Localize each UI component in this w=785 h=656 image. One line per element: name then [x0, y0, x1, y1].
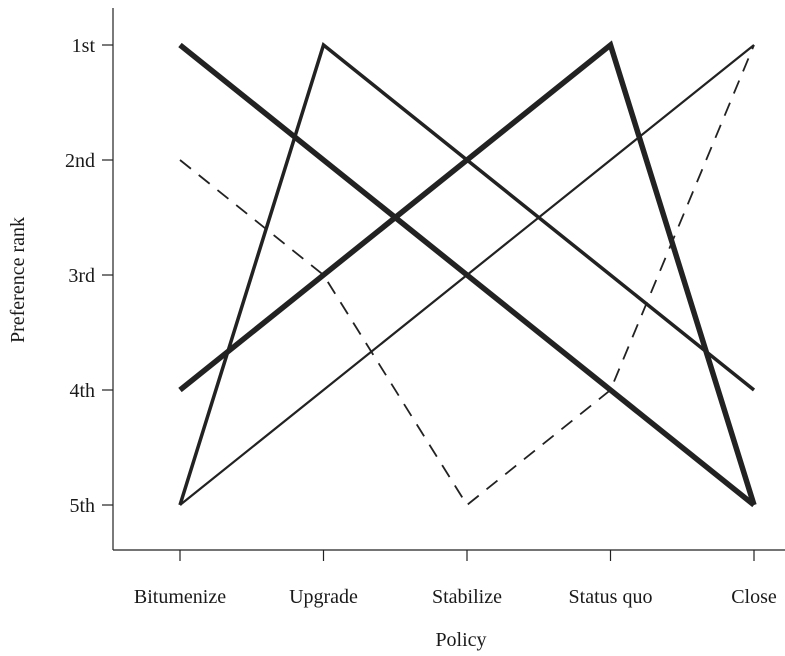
x-ticks: Bitumenize Upgrade Stabilize Status quo Clos… [134, 550, 777, 608]
series-line-4 [179, 44, 755, 506]
series-line-3 [178, 40, 757, 506]
x-axis-label: Policy [435, 629, 486, 651]
x-tick-label: Close [731, 586, 777, 608]
x-tick-label: Bitumenize [134, 586, 226, 608]
y-axis-label: Preference rank [7, 217, 29, 343]
series-line-5 [179, 44, 755, 507]
y-ticks: 1st 2nd 3rd 4th 5th [65, 35, 113, 517]
x-tick-label: Stabilize [432, 586, 502, 608]
y-tick-label: 4th [69, 380, 95, 402]
y-tick-label: 1st [72, 35, 96, 57]
y-tick-label: 2nd [65, 150, 95, 172]
y-tick-label: 3rd [68, 265, 95, 287]
y-tick-label: 5th [69, 495, 95, 517]
x-tick-label: Status quo [569, 586, 653, 608]
x-tick-label: Upgrade [289, 586, 358, 608]
series-lines [178, 40, 757, 508]
